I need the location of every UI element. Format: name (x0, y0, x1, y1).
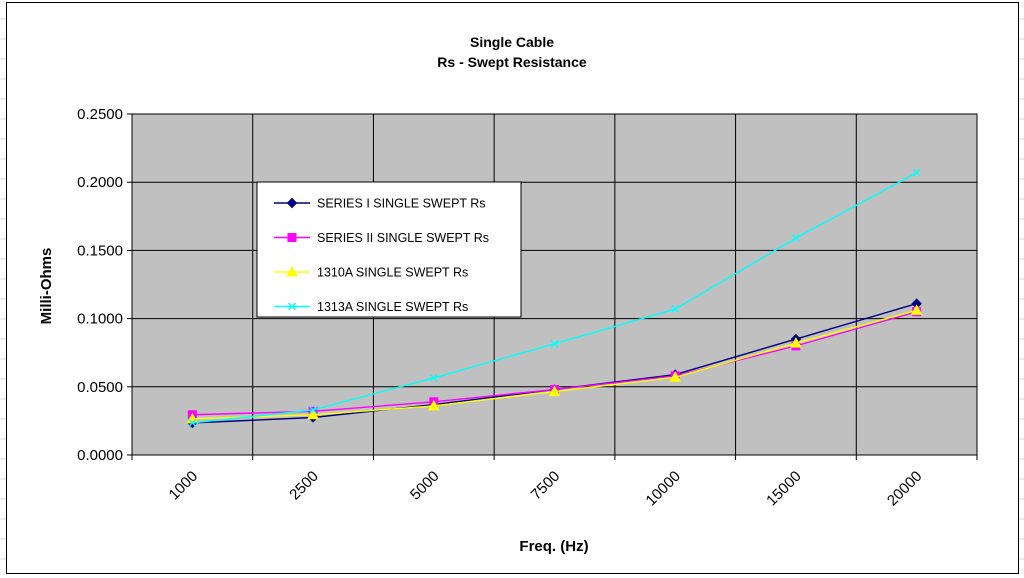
series-group (186, 304, 923, 424)
legend-label: SERIES II SINGLE SWEPT Rs (317, 231, 489, 245)
legend-item[interactable]: 1313A SINGLE SWEPT Rs (274, 300, 468, 314)
data-point (429, 373, 438, 382)
x-axis-ticks: 1000 2500 5000 7500 10000 15000 20000 (131, 455, 978, 510)
chart: Single Cable Rs - Swept Resistance 0.000… (38, 34, 978, 555)
y-tick-label: 0.1000 (77, 311, 123, 328)
chart-subtitle: Rs - Swept Resistance (437, 54, 587, 70)
y-tick-label: 0.2000 (77, 174, 123, 191)
series-group (188, 168, 921, 427)
legend-label: 1313A SINGLE SWEPT Rs (317, 300, 468, 314)
legend-item[interactable]: 1310A SINGLE SWEPT Rs (274, 266, 468, 280)
x-tick-label: 1000 (166, 468, 202, 504)
y-axis-label: Milli-Ohms (38, 248, 55, 325)
legend-marker (286, 197, 298, 209)
legend-label: 1310A SINGLE SWEPT Rs (317, 266, 468, 280)
data-point (309, 406, 318, 414)
data-point (910, 304, 923, 315)
data-point (912, 168, 921, 177)
y-axis-ticks: 0.0000 0.0500 0.1000 0.1500 0.2000 0.2500 (77, 106, 132, 464)
data-point (188, 418, 197, 427)
y-tick-label: 0.2500 (77, 106, 123, 123)
data-point (427, 399, 440, 411)
x-tick-label: 5000 (407, 468, 443, 504)
legend[interactable]: SERIES I SINGLE SWEPT Rs SERIES II SINGLE… (256, 181, 522, 318)
data-point (548, 385, 561, 397)
x-tick-label: 20000 (884, 468, 926, 510)
series-layer (186, 168, 923, 429)
data-point (791, 234, 800, 243)
x-tick-label: 10000 (643, 468, 685, 510)
legend-marker (287, 233, 297, 242)
y-tick-label: 0.0500 (77, 379, 123, 396)
data-point (671, 305, 680, 314)
chart-title: Single Cable (470, 34, 554, 50)
chart-area[interactable]: Single Cable Rs - Swept Resistance 0.000… (6, 2, 1019, 574)
y-tick-label: 0.0000 (77, 447, 123, 464)
legend-item[interactable]: SERIES I SINGLE SWEPT Rs (274, 197, 486, 211)
data-point (669, 371, 682, 382)
data-point (550, 339, 559, 348)
data-point (790, 337, 802, 348)
legend-box (256, 181, 522, 318)
data-point (307, 408, 319, 420)
x-tick-label: 2500 (286, 468, 322, 504)
legend-item[interactable]: SERIES II SINGLE SWEPT Rs (274, 231, 489, 245)
legend-label: SERIES I SINGLE SWEPT Rs (317, 197, 486, 211)
legend-marker (288, 302, 296, 311)
x-tick-label: 7500 (528, 468, 564, 504)
y-tick-label: 0.1500 (77, 242, 123, 259)
legend-marker (286, 265, 298, 277)
x-axis-label: Freq. (Hz) (519, 538, 588, 555)
x-tick-label: 15000 (763, 468, 805, 510)
